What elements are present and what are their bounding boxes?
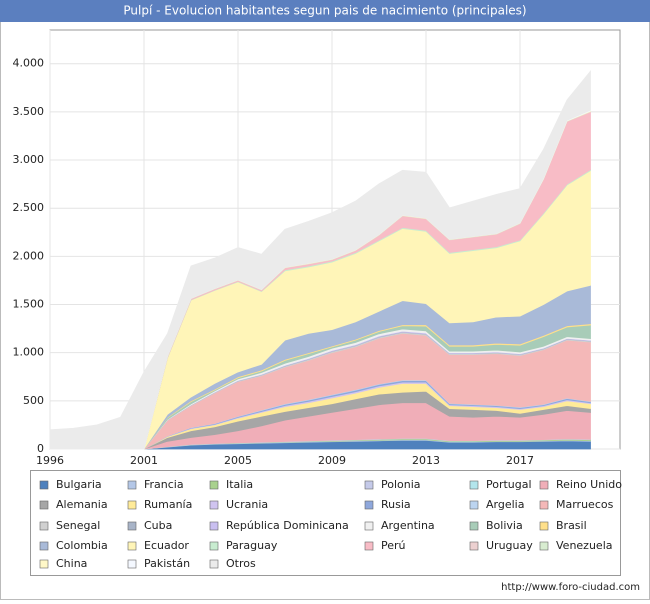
legend-label: Paraguay xyxy=(226,539,278,552)
x-tick-label: 2009 xyxy=(318,454,346,467)
x-tick-label: 1996 xyxy=(36,454,64,467)
legend-swatch xyxy=(127,480,137,490)
legend-swatch xyxy=(364,480,374,490)
legend-label: Senegal xyxy=(56,519,100,532)
legend-swatch xyxy=(539,541,549,551)
legend-swatch xyxy=(469,541,479,551)
y-tick-label: 500 xyxy=(23,394,44,407)
legend-label: Portugal xyxy=(486,478,532,491)
y-tick-label: 4.000 xyxy=(13,57,45,70)
legend-swatch xyxy=(209,541,219,551)
x-tick-label: 2017 xyxy=(506,454,534,467)
legend-swatch xyxy=(469,480,479,490)
source: http://www.foro-ciudad.com xyxy=(501,582,640,593)
legend-label: Argelia xyxy=(486,498,524,511)
legend-label: Bulgaria xyxy=(56,478,102,491)
chart-title: Pulpí - Evolucion habitantes segun pais … xyxy=(123,4,526,18)
legend-swatch xyxy=(209,480,219,490)
legend-swatch xyxy=(209,500,219,510)
legend-label: Alemania xyxy=(56,498,108,511)
legend-swatch xyxy=(539,480,549,490)
legend-label: Colombia xyxy=(56,539,108,552)
legend-label: Italia xyxy=(226,478,253,491)
legend-swatch xyxy=(127,500,137,510)
y-tick-label: 2.500 xyxy=(13,201,45,214)
legend-label: Reino Unido xyxy=(556,478,622,491)
legend-swatch xyxy=(39,500,49,510)
y-tick-label: 1.500 xyxy=(13,298,45,311)
y-tick-label: 2.000 xyxy=(13,249,45,262)
legend-swatch xyxy=(127,521,137,531)
legend-label: Uruguay xyxy=(486,539,533,552)
legend-swatch xyxy=(364,521,374,531)
legend-swatch xyxy=(469,500,479,510)
legend-swatch xyxy=(39,480,49,490)
area xyxy=(49,70,591,450)
legend-label: Ucrania xyxy=(226,498,268,511)
legend-swatch xyxy=(209,559,219,569)
legend-label: Cuba xyxy=(144,519,172,532)
legend-label: Ecuador xyxy=(144,539,189,552)
x-tick-label: 2013 xyxy=(412,454,440,467)
legend-label: Polonia xyxy=(381,478,421,491)
legend-label: Otros xyxy=(226,557,256,570)
legend-label: Rusia xyxy=(381,498,411,511)
legend-label: República Dominicana xyxy=(226,519,349,532)
y-tick-label: 3.000 xyxy=(13,153,45,166)
legend-swatch xyxy=(39,559,49,569)
legend-swatch xyxy=(364,541,374,551)
legend-swatch xyxy=(39,541,49,551)
y-tick-label: 1.000 xyxy=(13,346,45,359)
legend-swatch xyxy=(39,521,49,531)
legend-label: Brasil xyxy=(556,519,587,532)
legend-label: Pakistán xyxy=(144,557,190,570)
legend-label: Venezuela xyxy=(556,539,613,552)
title-bar xyxy=(0,0,650,22)
legend-label: Argentina xyxy=(381,519,435,532)
legend-label: Perú xyxy=(381,539,406,552)
legend-label: China xyxy=(56,557,87,570)
legend-label: Bolivia xyxy=(486,519,523,532)
x-tick-label: 2005 xyxy=(224,454,252,467)
legend-label: Francia xyxy=(144,478,184,491)
legend-swatch xyxy=(539,500,549,510)
y-tick-label: 3.500 xyxy=(13,105,45,118)
legend-swatch xyxy=(127,541,137,551)
legend-label: Rumanía xyxy=(144,498,192,511)
legend-swatch xyxy=(209,521,219,531)
legend-swatch xyxy=(539,521,549,531)
legend-swatch xyxy=(364,500,374,510)
legend-swatch xyxy=(127,559,137,569)
x-tick-label: 2001 xyxy=(130,454,158,467)
legend-swatch xyxy=(469,521,479,531)
legend-label: Marruecos xyxy=(556,498,614,511)
y-tick-label: 0 xyxy=(37,442,44,455)
